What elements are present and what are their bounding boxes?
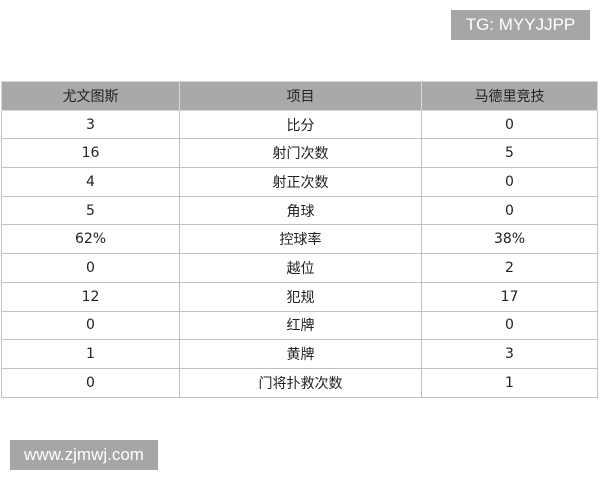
stat-name: 射门次数 [179, 138, 422, 169]
away-value: 3 [421, 339, 598, 369]
away-value: 0 [421, 195, 598, 226]
away-value: 0 [421, 109, 598, 140]
stat-name: 红牌 [179, 310, 422, 341]
table-row: 1 黄牌 3 [1, 339, 598, 369]
match-stats-table: 尤文图斯 项目 马德里竞技 3 比分 0 16 射门次数 5 4 射正次数 0 5 角球 0 62% 控球… [1, 81, 598, 398]
away-value: 17 [421, 281, 598, 312]
away-value: 0 [421, 167, 598, 197]
header-away-team: 马德里竞技 [421, 81, 598, 111]
stat-name: 犯规 [179, 281, 422, 312]
away-value: 1 [421, 367, 598, 398]
table-row: 16 射门次数 5 [1, 138, 598, 169]
table-header-row: 尤文图斯 项目 马德里竞技 [1, 81, 598, 111]
stat-name: 射正次数 [179, 167, 422, 197]
table-row: 62% 控球率 38% [1, 224, 598, 255]
header-home-team: 尤文图斯 [1, 81, 180, 111]
away-value: 38% [421, 224, 598, 255]
home-value: 16 [1, 138, 180, 169]
table-row: 12 犯规 17 [1, 281, 598, 312]
header-item: 项目 [179, 81, 422, 111]
away-value: 2 [421, 253, 598, 283]
home-value: 0 [1, 367, 180, 398]
home-value: 3 [1, 109, 180, 140]
table-row: 0 门将扑救次数 1 [1, 367, 598, 398]
home-value: 0 [1, 310, 180, 341]
stat-name: 角球 [179, 195, 422, 226]
table-row: 5 角球 0 [1, 195, 598, 226]
stat-name: 门将扑救次数 [179, 367, 422, 398]
home-value: 5 [1, 195, 180, 226]
home-value: 1 [1, 339, 180, 369]
stat-name: 比分 [179, 109, 422, 140]
home-value: 0 [1, 253, 180, 283]
home-value: 12 [1, 281, 180, 312]
stat-name: 越位 [179, 253, 422, 283]
table-row: 0 红牌 0 [1, 310, 598, 341]
table-row: 4 射正次数 0 [1, 167, 598, 197]
stat-name: 控球率 [179, 224, 422, 255]
away-value: 0 [421, 310, 598, 341]
home-value: 62% [1, 224, 180, 255]
table-row: 0 越位 2 [1, 253, 598, 283]
table-row: 3 比分 0 [1, 109, 598, 140]
watermark-top: TG: MYYJJPP [451, 10, 590, 40]
away-value: 5 [421, 138, 598, 169]
watermark-bottom: www.zjmwj.com [10, 440, 158, 470]
stat-name: 黄牌 [179, 339, 422, 369]
home-value: 4 [1, 167, 180, 197]
